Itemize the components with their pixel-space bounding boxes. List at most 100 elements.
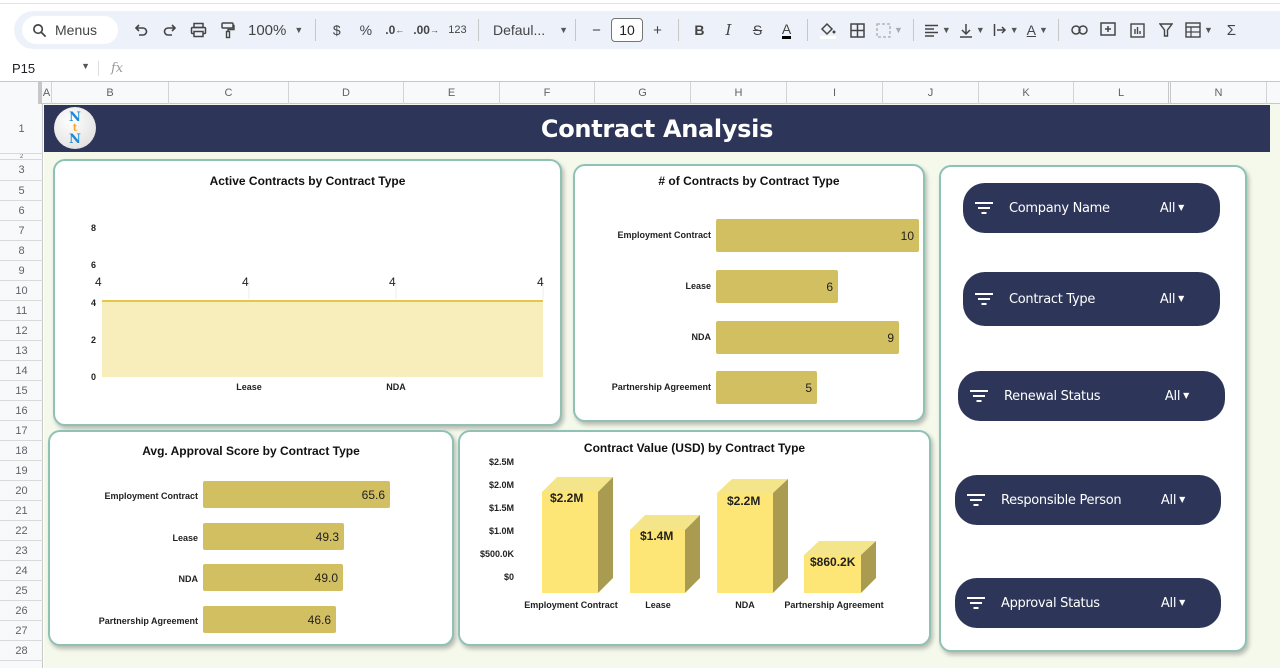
- print-button[interactable]: [184, 16, 213, 44]
- row-header[interactable]: 9: [0, 261, 43, 281]
- row-header[interactable]: 15: [0, 381, 43, 401]
- undo-button[interactable]: [126, 16, 155, 44]
- column-header[interactable]: J: [883, 82, 979, 104]
- column-header[interactable]: B: [52, 82, 169, 104]
- row-header[interactable]: 12: [0, 321, 43, 341]
- currency-format-button[interactable]: $: [322, 16, 351, 44]
- row-header[interactable]: 7: [0, 221, 43, 241]
- chevron-down-icon: ▼: [1039, 25, 1048, 35]
- text-color-button[interactable]: A: [772, 16, 801, 44]
- row-header[interactable]: 14: [0, 361, 43, 381]
- row-header[interactable]: 22: [0, 521, 43, 541]
- bar[interactable]: 9: [716, 321, 899, 354]
- column-header[interactable]: G: [595, 82, 691, 104]
- filter-icon: [1159, 23, 1174, 37]
- increase-font-size-button[interactable]: +: [643, 16, 672, 44]
- bar[interactable]: 49.3: [203, 523, 344, 550]
- filter-views-button[interactable]: ▼: [1181, 16, 1217, 44]
- functions-button[interactable]: Σ: [1217, 16, 1246, 44]
- row-header[interactable]: 10: [0, 281, 43, 301]
- row-header[interactable]: 20: [0, 481, 43, 501]
- bar[interactable]: 6: [716, 270, 838, 303]
- text-rotation-button[interactable]: A ▼: [1023, 16, 1052, 44]
- chart-active-contracts[interactable]: Active Contracts by Contract Type 8 6 4 …: [53, 159, 562, 426]
- column-header[interactable]: K: [979, 82, 1074, 104]
- text-wrap-button[interactable]: ▼: [989, 16, 1023, 44]
- font-select[interactable]: Defaul... ▼: [485, 22, 569, 38]
- increase-decimal-button[interactable]: .00 →: [413, 23, 439, 37]
- decrease-font-size-button[interactable]: −: [582, 16, 611, 44]
- row-header[interactable]: 23: [0, 541, 43, 561]
- filter-company-name[interactable]: Company Name All ▼: [963, 183, 1220, 233]
- row-header[interactable]: 21: [0, 501, 43, 521]
- bar[interactable]: 10: [716, 219, 919, 252]
- row-header[interactable]: 25: [0, 581, 43, 601]
- row-header[interactable]: 11: [0, 301, 43, 321]
- decrease-decimal-button[interactable]: .0 ←: [385, 23, 405, 37]
- row-header[interactable]: 27: [0, 621, 43, 641]
- zoom-select[interactable]: 100% ▼: [242, 22, 309, 39]
- chevron-down-icon: ▼: [81, 61, 90, 71]
- menus-search-button[interactable]: Menus: [22, 16, 118, 44]
- percent-format-button[interactable]: %: [351, 16, 380, 44]
- bar[interactable]: 65.6: [203, 481, 390, 508]
- bar[interactable]: 49.0: [203, 564, 343, 591]
- chart-contract-value[interactable]: Contract Value (USD) by Contract Type $2…: [458, 430, 931, 646]
- borders-button[interactable]: [843, 16, 872, 44]
- italic-button[interactable]: I: [714, 16, 743, 44]
- select-all-corner[interactable]: [0, 82, 42, 104]
- x-tick: Lease: [236, 382, 262, 392]
- more-formats-button[interactable]: 123: [443, 16, 472, 44]
- row-header[interactable]: 13: [0, 341, 43, 361]
- y-tick: 4: [90, 298, 96, 308]
- row-header[interactable]: 8: [0, 241, 43, 261]
- column-header[interactable]: N: [1171, 82, 1267, 104]
- font-size-input[interactable]: 10: [610, 18, 643, 42]
- merge-cells-button[interactable]: ▼: [872, 16, 907, 44]
- column-header[interactable]: L: [1074, 82, 1171, 104]
- insert-link-button[interactable]: [1065, 16, 1094, 44]
- chart-contract-count[interactable]: # of Contracts by Contract Type Employme…: [573, 164, 925, 422]
- column-header[interactable]: H: [691, 82, 787, 104]
- category-label: NDA: [178, 574, 199, 584]
- row-header[interactable]: 6: [0, 201, 43, 221]
- chart-approval-score[interactable]: Avg. Approval Score by Contract Type Emp…: [48, 430, 454, 646]
- row-header[interactable]: 3: [0, 160, 43, 181]
- horizontal-align-button[interactable]: ▼: [920, 16, 955, 44]
- column-header[interactable]: E: [404, 82, 500, 104]
- filter-renewal-status[interactable]: Renewal Status All ▼: [958, 371, 1225, 421]
- row-header[interactable]: 17: [0, 421, 43, 441]
- row-header[interactable]: 16: [0, 401, 43, 421]
- row-header[interactable]: 19: [0, 461, 43, 481]
- row-header[interactable]: 2: [0, 154, 43, 160]
- formula-input[interactable]: [133, 59, 1280, 79]
- comment-add-icon: [1100, 22, 1117, 36]
- row-header[interactable]: 24: [0, 561, 43, 581]
- row-header[interactable]: 1: [0, 104, 43, 154]
- row-header[interactable]: 5: [0, 181, 43, 201]
- filter-responsible-person[interactable]: Responsible Person All ▼: [955, 475, 1221, 525]
- filter-approval-status[interactable]: Approval Status All ▼: [955, 578, 1221, 628]
- insert-chart-button[interactable]: [1123, 16, 1152, 44]
- column-header[interactable]: A: [42, 82, 52, 104]
- filter-button[interactable]: [1152, 16, 1181, 44]
- strikethrough-button[interactable]: S: [743, 16, 772, 44]
- paint-format-button[interactable]: [213, 16, 242, 44]
- bar[interactable]: 5: [716, 371, 817, 404]
- bold-button[interactable]: B: [685, 16, 714, 44]
- row-header[interactable]: 18: [0, 441, 43, 461]
- column-header[interactable]: D: [289, 82, 404, 104]
- bar[interactable]: 46.6: [203, 606, 336, 633]
- vertical-align-button[interactable]: ▼: [955, 16, 989, 44]
- row-header[interactable]: 26: [0, 601, 43, 621]
- column-header[interactable]: I: [787, 82, 883, 104]
- column-header[interactable]: C: [169, 82, 289, 104]
- filter-contract-type[interactable]: Contract Type All ▼: [963, 272, 1220, 326]
- row-header[interactable]: 28: [0, 641, 43, 661]
- redo-button[interactable]: [155, 16, 184, 44]
- fill-color-button[interactable]: [814, 16, 843, 44]
- insert-comment-button[interactable]: [1094, 16, 1123, 44]
- merge-cells-icon: [876, 22, 891, 38]
- name-box[interactable]: P15 ▼: [0, 61, 98, 76]
- column-header[interactable]: F: [500, 82, 595, 104]
